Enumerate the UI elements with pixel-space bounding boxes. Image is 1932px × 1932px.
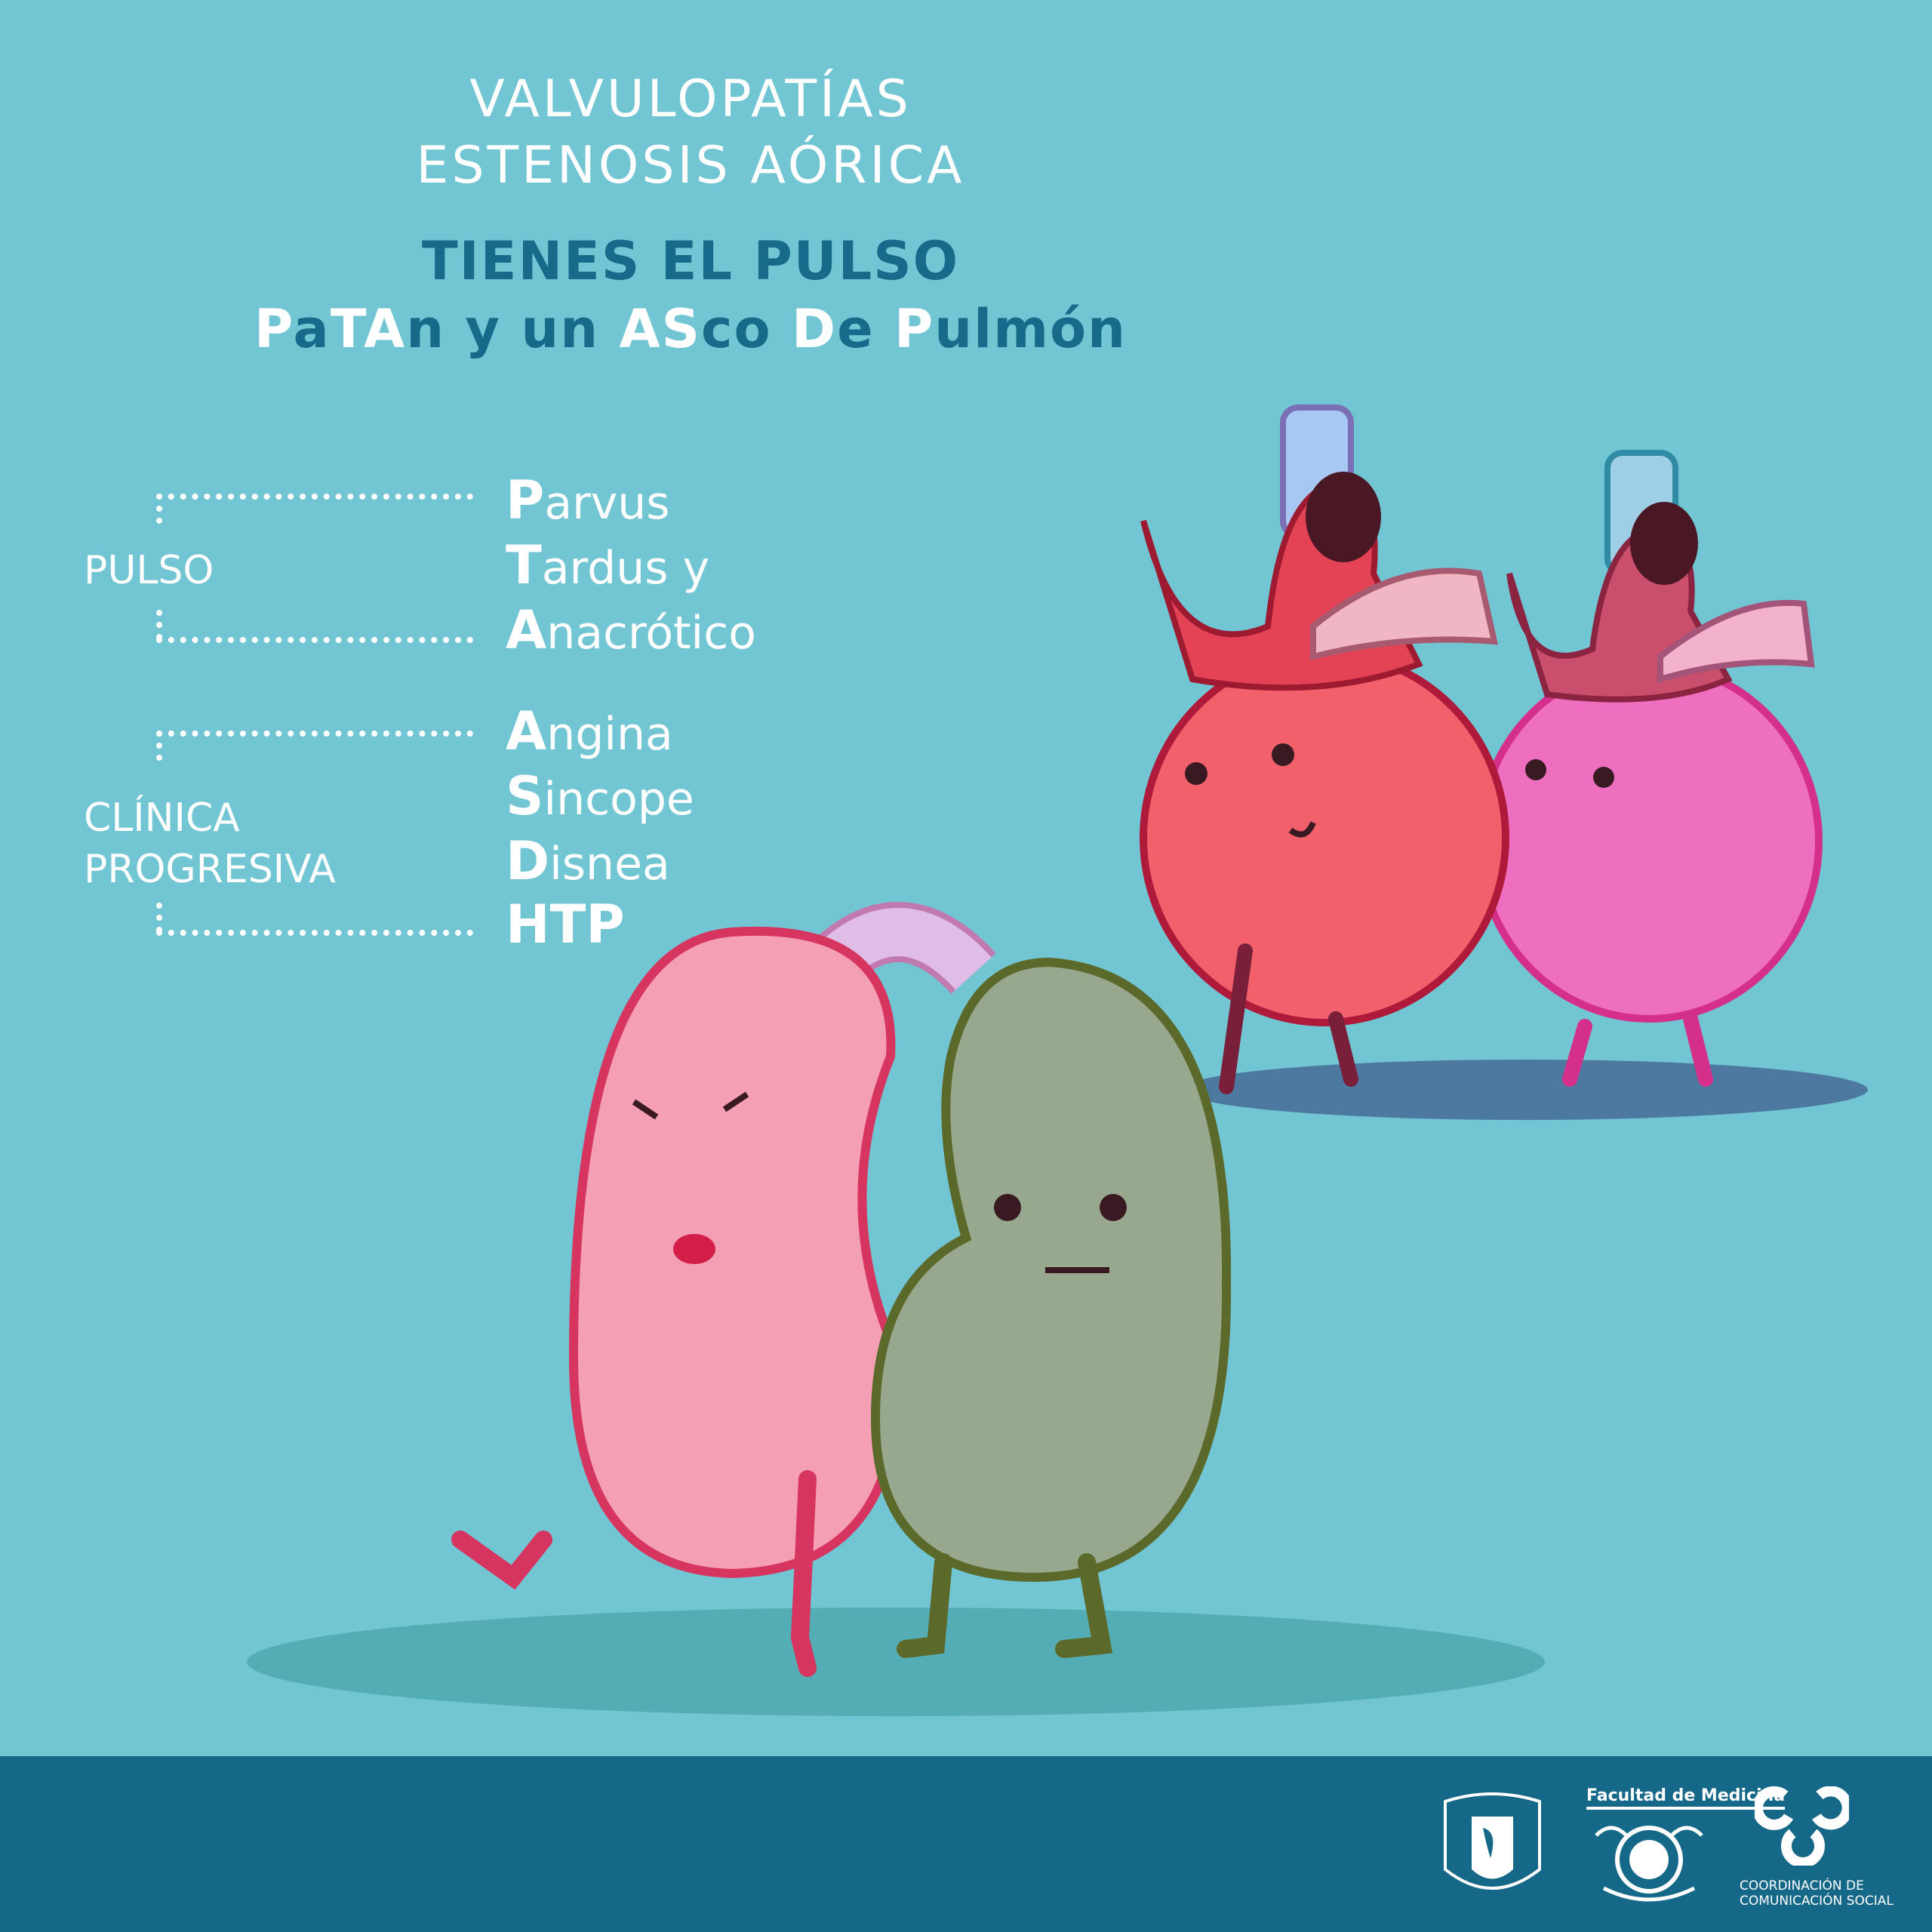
list-item: Sincope (506, 765, 694, 827)
comunicacion-social-caption: COORDINACIÓN DE COMUNICACIÓN SOCIAL (1740, 1878, 1894, 1909)
list-item: Anacrótico (506, 599, 756, 661)
unam-seal-logo (1444, 1792, 1541, 1890)
mnemonic: PaTAn y un ASco De Pulmón (0, 298, 1381, 360)
list-item: Angina (506, 700, 673, 762)
initial: D (506, 830, 550, 892)
mnemonic-text: e (837, 298, 894, 360)
heart-shadow (1181, 1060, 1868, 1120)
footer-bar: Facultad de Medicina COORDINACIÓN DE COM… (0, 1756, 1932, 1932)
lung-character (870, 957, 1232, 1658)
label-line: CLÍNICA (84, 795, 240, 841)
initial: T (506, 534, 542, 596)
title-line-1: VALVULOPATÍAS (469, 69, 912, 129)
caption-line: COORDINACIÓN DE (1740, 1878, 1864, 1894)
mnemonic-highlight-letter: D (792, 298, 838, 360)
group-label-pulso: PULSO (84, 545, 214, 596)
list-item: Tardus y (506, 534, 709, 596)
bracket-bottom-dots (156, 930, 473, 936)
red-heart-character (1140, 405, 1509, 1094)
word-rest: isnea (549, 838, 670, 891)
mnemonic-text: co (701, 298, 792, 360)
group-label-clinica: CLÍNICA PROGRESIVA (84, 792, 336, 895)
list-item: Parvus (506, 469, 670, 531)
label-line: PULSO (84, 548, 214, 593)
facultad-medicina-seal-logo (1595, 1826, 1703, 1902)
mnemonic-text: a (293, 298, 331, 360)
bracket-bottom-dots-vertical (156, 903, 162, 933)
pink-heart-character (1475, 450, 1823, 1087)
caption-line: COMUNICACIÓN SOCIAL (1740, 1894, 1894, 1909)
word-rest: incope (543, 773, 694, 826)
ground-shadow (247, 1607, 1545, 1716)
word-rest: ardus y (541, 542, 710, 595)
word-rest: arvus (544, 477, 670, 530)
list-item: HTP (506, 894, 625, 955)
bracket-bottom-dots-vertical (156, 610, 162, 640)
label-line: PROGRESIVA (84, 847, 336, 892)
bracket-top-dots-vertical (156, 731, 162, 761)
comunicacion-social-logo (1755, 1786, 1849, 1866)
bracket-bottom-dots (156, 637, 473, 643)
mnemonic-highlight-letter: P (254, 298, 294, 360)
mnemonic-highlight-letter: TA (330, 298, 407, 360)
list-item: Disnea (506, 830, 670, 892)
kidney-character (451, 902, 996, 1677)
initial: A (506, 599, 547, 661)
mnemonic-text: ulmón (934, 298, 1127, 360)
initial: P (506, 469, 545, 531)
mnemonic-highlight-letter: P (894, 298, 935, 360)
initial: S (506, 765, 544, 827)
mnemonic-highlight-letter: AS (619, 298, 702, 360)
bracket-top-dots (156, 731, 473, 737)
mnemonic-text: n y un (406, 298, 620, 360)
bracket-top-dots (156, 494, 473, 500)
bracket-top-dots-vertical (156, 494, 162, 524)
word-rest: nacrótico (546, 607, 756, 660)
title-line-2: ESTENOSIS AÓRICA (416, 136, 965, 195)
facultad-medicina-caption: Facultad de Medicina (1586, 1786, 1786, 1810)
subtitle: TIENES EL PULSO (421, 230, 960, 292)
word-rest: ngina (546, 708, 673, 761)
initial: A (506, 700, 547, 762)
initial: HTP (506, 894, 625, 955)
